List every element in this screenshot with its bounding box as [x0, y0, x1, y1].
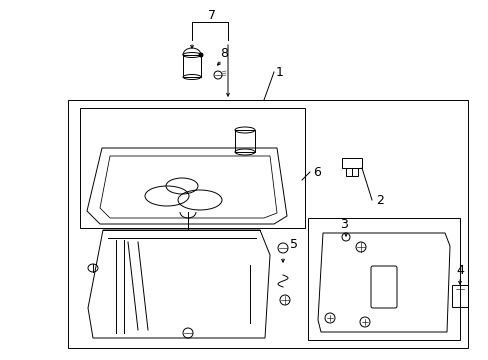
- Circle shape: [199, 53, 203, 57]
- Bar: [346, 168, 351, 176]
- Bar: [235, 130, 254, 152]
- Bar: [183, 55, 201, 77]
- Bar: [68, 100, 467, 348]
- Text: 8: 8: [220, 46, 227, 59]
- Text: 4: 4: [455, 265, 463, 278]
- Text: 7: 7: [207, 9, 216, 22]
- Text: 1: 1: [276, 66, 284, 78]
- Bar: [307, 218, 459, 340]
- Text: 6: 6: [312, 166, 320, 179]
- Bar: [341, 158, 361, 168]
- Text: 5: 5: [289, 238, 297, 251]
- Text: 3: 3: [339, 217, 347, 230]
- Bar: [451, 285, 467, 307]
- Bar: [80, 108, 305, 228]
- Bar: [351, 168, 357, 176]
- Text: 2: 2: [375, 194, 383, 207]
